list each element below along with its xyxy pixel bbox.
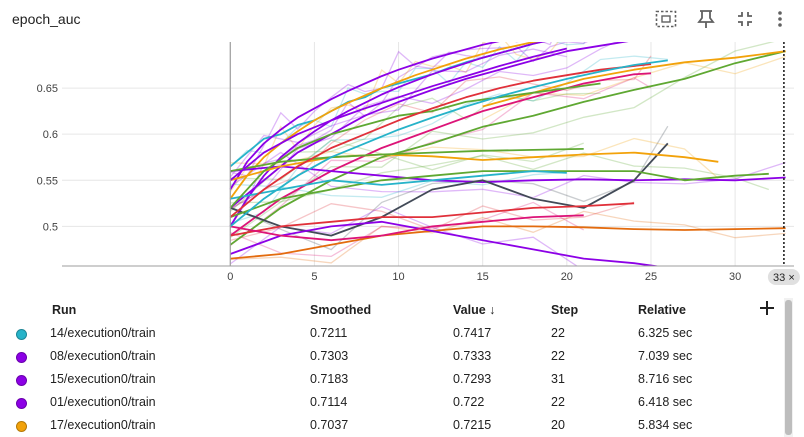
run-color-swatch[interactable]: [16, 398, 27, 409]
series-line[interactable]: [229, 36, 600, 168]
col-value-header[interactable]: Value ↓: [453, 303, 496, 317]
add-column-icon[interactable]: [757, 298, 777, 318]
series-line[interactable]: [230, 202, 635, 237]
raw-series-line: [230, 210, 786, 264]
raw-series-lines: [229, 42, 786, 266]
step-value: 22: [551, 326, 565, 340]
raw-value: 0.7215: [453, 418, 492, 432]
raw-series-line: [230, 139, 584, 181]
raw-value: 0.722: [453, 395, 485, 409]
series-line[interactable]: [229, 63, 652, 218]
col-run-header[interactable]: Run: [52, 303, 77, 317]
run-color-swatch[interactable]: [16, 421, 27, 432]
series-line[interactable]: [229, 170, 769, 218]
series-line[interactable]: [230, 148, 584, 172]
table-scrollbar-thumb[interactable]: [785, 300, 792, 435]
relative-time: 6.418 sec: [638, 395, 693, 409]
x-tick-label: 0: [227, 271, 233, 283]
y-tick-label: 0.55: [37, 175, 58, 187]
series-line[interactable]: [229, 82, 601, 209]
smoothed-value: 0.7303: [310, 349, 349, 363]
relative-time: 5.834 sec: [638, 418, 693, 432]
series-line[interactable]: [229, 36, 752, 209]
run-color-swatch[interactable]: [16, 329, 27, 340]
series-line[interactable]: [230, 225, 786, 260]
raw-series-line: [229, 42, 586, 168]
run-name: 15/execution0/train: [50, 372, 156, 386]
run-name: 14/execution0/train: [50, 326, 156, 340]
series-line[interactable]: [229, 220, 668, 268]
line-chart[interactable]: 0 5 10 15 20 25 30 0.5 0.55 0.6 0.65 33 ×: [0, 36, 804, 288]
y-tick-label: 0.6: [43, 129, 58, 141]
x-tick-label: 10: [392, 271, 404, 283]
relative-time: 6.325 sec: [638, 326, 693, 340]
col-relative-header[interactable]: Relative: [638, 303, 686, 317]
raw-series-line: [229, 151, 786, 199]
collapse-icon[interactable]: [732, 6, 758, 32]
col-smoothed-header[interactable]: Smoothed: [310, 303, 372, 317]
series-line[interactable]: [229, 36, 600, 227]
run-color-swatch[interactable]: [16, 352, 27, 363]
run-color-swatch[interactable]: [16, 375, 27, 386]
raw-series-line: [230, 42, 552, 177]
fit-to-data-icon[interactable]: [653, 6, 679, 32]
series-line[interactable]: [229, 59, 668, 228]
x-tick-label: 20: [561, 271, 573, 283]
table-row[interactable]: 14/execution0/train 0.7211 0.7417 22 6.325 s…: [0, 322, 780, 345]
series-line[interactable]: [229, 47, 568, 181]
more-vert-icon[interactable]: [767, 6, 793, 32]
raw-series-line: [229, 42, 618, 210]
chart-title: epoch_auc: [12, 11, 81, 27]
table-row[interactable]: 15/execution0/train 0.7183 0.7293 31 8.716 s…: [0, 368, 780, 391]
x-tick-label: 5: [311, 271, 317, 283]
run-name: 08/execution0/train: [50, 349, 156, 363]
col-step-header[interactable]: Step: [551, 303, 579, 317]
x-tick-labels: 0 5 10 15 20 25 30: [227, 271, 741, 283]
run-name: 01/execution0/train: [50, 395, 156, 409]
step-value: 22: [551, 395, 565, 409]
relative-time: 7.039 sec: [638, 349, 693, 363]
step-value: 31: [551, 372, 565, 386]
raw-series-line: [229, 42, 775, 239]
series-line[interactable]: [230, 214, 584, 242]
x-tick-label: 30: [729, 271, 741, 283]
series-line[interactable]: [230, 170, 567, 200]
run-name: 17/execution0/train: [50, 418, 156, 432]
raw-series-line: [229, 42, 588, 227]
raw-series-line: [230, 201, 635, 242]
table-row[interactable]: 01/execution0/train 0.7114 0.722 22 6.418 se…: [0, 391, 780, 414]
step-marker-chip[interactable]: 33 ×: [767, 269, 800, 285]
raw-value: 0.7417: [453, 326, 492, 340]
series-line[interactable]: [229, 50, 786, 246]
raw-value: 0.7333: [453, 349, 492, 363]
chart-canvas[interactable]: 0 5 10 15 20 25 30 0.5 0.55 0.6 0.65 33 ×: [0, 36, 804, 288]
smoothed-value: 0.7037: [310, 418, 349, 432]
raw-value: 0.7293: [453, 372, 492, 386]
smoothed-value: 0.7183: [310, 372, 349, 386]
card-header: epoch_auc: [0, 0, 804, 36]
smoothed-value: 0.7211: [310, 326, 348, 340]
step-value: 20: [551, 418, 565, 432]
step-value: 22: [551, 349, 565, 363]
series-line[interactable]: [229, 36, 600, 190]
x-tick-label: 25: [645, 271, 657, 283]
raw-series-line: [230, 201, 585, 258]
series-line[interactable]: [230, 151, 719, 182]
raw-series-line: [230, 137, 719, 179]
y-tick-label: 0.65: [37, 83, 58, 95]
y-tick-label: 0.5: [43, 221, 58, 233]
y-tick-labels: 0.5 0.55 0.6 0.65: [37, 83, 58, 233]
table-row[interactable]: 17/execution0/train 0.7037 0.7215 20 5.834 s…: [0, 414, 780, 437]
relative-time: 8.716 sec: [638, 372, 693, 386]
smoothed-value: 0.7114: [310, 395, 348, 409]
table-row[interactable]: 08/execution0/train 0.7303 0.7333 22 7.039 s…: [0, 345, 780, 368]
table-header-row: Run Smoothed Value ↓ Step Relative: [0, 299, 780, 322]
step-marker-label: 33 ×: [773, 272, 795, 284]
x-tick-label: 15: [477, 271, 489, 283]
pin-icon[interactable]: [693, 6, 719, 32]
smoothed-series-lines: [229, 36, 786, 268]
runs-table: Run Smoothed Value ↓ Step Relative 14/ex…: [0, 296, 804, 437]
